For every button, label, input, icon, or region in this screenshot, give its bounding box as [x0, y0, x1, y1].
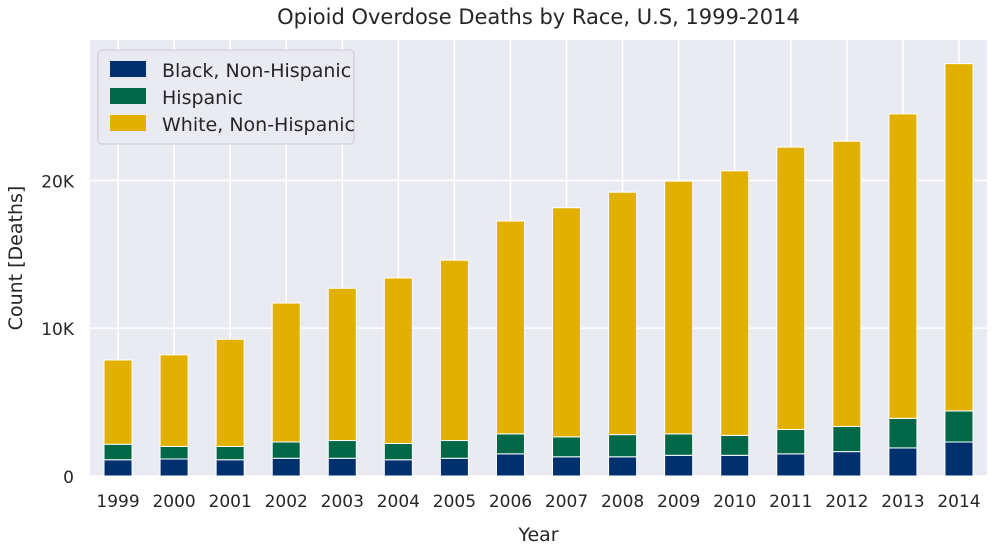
x-tick-label: 2001	[209, 492, 252, 512]
bars	[103, 63, 974, 477]
legend-label: Black, Non-Hispanic	[162, 60, 351, 82]
x-axis-label: Year	[517, 524, 558, 546]
bar-2005-black-non-hispanic	[439, 457, 469, 477]
bar-2012-black-non-hispanic	[832, 451, 862, 477]
bar-2001-black-non-hispanic	[215, 459, 245, 477]
bar-2012-hispanic	[832, 425, 862, 453]
bar-2003-hispanic	[327, 440, 357, 459]
bar-2002-white-non-hispanic	[271, 302, 301, 443]
bar-2010-white-non-hispanic	[720, 170, 750, 436]
bar-2010-hispanic	[720, 434, 750, 456]
bar-2011-white-non-hispanic	[776, 146, 806, 430]
bar-2001-hispanic	[215, 445, 245, 461]
legend-label: Hispanic	[162, 87, 243, 109]
bar-2014-white-non-hispanic	[944, 63, 974, 412]
bar-2006-black-non-hispanic	[495, 453, 525, 477]
legend-label: White, Non-Hispanic	[162, 114, 355, 136]
bar-2013-black-non-hispanic	[888, 447, 918, 477]
x-tick-label: 2009	[657, 492, 700, 512]
bar-2008-black-non-hispanic	[608, 456, 638, 477]
bar-2009-hispanic	[664, 433, 694, 456]
x-tick-label: 1999	[96, 492, 139, 512]
bar-2002-hispanic	[271, 441, 301, 459]
legend-swatch	[110, 88, 146, 104]
bar-2005-white-non-hispanic	[439, 259, 469, 442]
bar-2008-white-non-hispanic	[608, 191, 638, 436]
y-tick-label: 10K	[41, 320, 75, 340]
x-tick-label: 2002	[265, 492, 308, 512]
bar-2000-black-non-hispanic	[159, 458, 189, 477]
y-tick-labels: 0 10K 20K	[41, 172, 75, 488]
bar-2000-hispanic	[159, 445, 189, 460]
bar-2007-white-non-hispanic	[552, 207, 582, 438]
x-tick-label: 2006	[489, 492, 532, 512]
bar-2004-black-non-hispanic	[383, 459, 413, 477]
bar-2004-hispanic	[383, 442, 413, 461]
x-tick-label: 2003	[321, 492, 364, 512]
bar-2014-hispanic	[944, 410, 974, 443]
y-tick-label: 0	[63, 468, 74, 488]
x-tick-labels: 1999 2000 2001 2002 2003 2004 2005 2006 2007 2008…	[96, 492, 980, 512]
bar-2004-white-non-hispanic	[383, 277, 413, 444]
x-tick-label: 2000	[152, 492, 195, 512]
bar-2007-black-non-hispanic	[552, 456, 582, 477]
bar-2010-black-non-hispanic	[720, 454, 750, 477]
y-axis-label: Count [Deaths]	[5, 186, 27, 331]
legend-frame	[97, 49, 355, 145]
chart-title: Opioid Overdose Deaths by Race, U.S, 199…	[277, 5, 800, 29]
bar-2000-white-non-hispanic	[159, 354, 189, 447]
legend: Black, Non-Hispanic Hispanic White, Non-Hi…	[97, 49, 355, 145]
x-tick-label: 2014	[937, 492, 980, 512]
bar-1999-white-non-hispanic	[103, 359, 133, 445]
bar-2013-white-non-hispanic	[888, 113, 918, 419]
bar-2012-white-non-hispanic	[832, 140, 862, 427]
bar-1999-hispanic	[103, 443, 133, 461]
bar-2003-white-non-hispanic	[327, 287, 357, 442]
bar-2014-black-non-hispanic	[944, 441, 974, 477]
bar-2006-hispanic	[495, 433, 525, 455]
x-tick-label: 2008	[601, 492, 644, 512]
bar-2003-black-non-hispanic	[327, 457, 357, 477]
bar-2008-hispanic	[608, 434, 638, 458]
bar-2009-black-non-hispanic	[664, 454, 694, 477]
x-tick-label: 2012	[825, 492, 868, 512]
bar-2002-black-non-hispanic	[271, 457, 301, 477]
legend-swatch	[110, 115, 146, 131]
bar-2005-hispanic	[439, 440, 469, 459]
bar-2006-white-non-hispanic	[495, 220, 525, 435]
y-tick-label: 20K	[41, 172, 75, 192]
bar-2011-black-non-hispanic	[776, 453, 806, 477]
x-tick-label: 2007	[545, 492, 588, 512]
bar-1999-black-non-hispanic	[103, 459, 133, 477]
x-tick-label: 2010	[713, 492, 756, 512]
bar-2001-white-non-hispanic	[215, 338, 245, 447]
legend-swatch	[110, 61, 146, 77]
bar-2009-white-non-hispanic	[664, 180, 694, 435]
x-tick-label: 2005	[433, 492, 476, 512]
x-tick-label: 2011	[769, 492, 812, 512]
bar-2007-hispanic	[552, 436, 582, 458]
x-tick-label: 2013	[881, 492, 924, 512]
bar-2013-hispanic	[888, 417, 918, 449]
bar-2011-hispanic	[776, 428, 806, 455]
x-tick-label: 2004	[377, 492, 420, 512]
